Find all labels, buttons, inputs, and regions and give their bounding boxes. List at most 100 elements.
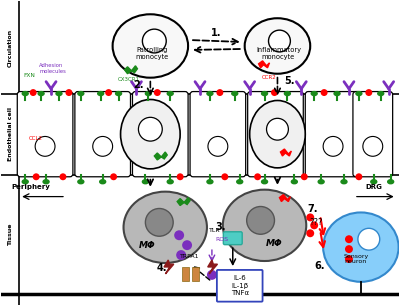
Text: 5.: 5.: [284, 76, 295, 86]
Text: FXN: FXN: [23, 73, 35, 78]
Polygon shape: [154, 152, 167, 160]
Ellipse shape: [356, 91, 362, 95]
Circle shape: [110, 173, 117, 180]
Text: CCL2: CCL2: [29, 136, 43, 141]
Circle shape: [345, 235, 353, 243]
Text: MΦ: MΦ: [139, 241, 156, 250]
Ellipse shape: [291, 180, 297, 184]
Ellipse shape: [334, 91, 340, 95]
FancyBboxPatch shape: [190, 91, 246, 177]
Circle shape: [306, 229, 314, 237]
Circle shape: [174, 230, 184, 240]
Polygon shape: [258, 61, 270, 68]
Ellipse shape: [145, 91, 151, 95]
Circle shape: [150, 136, 170, 156]
Polygon shape: [124, 66, 138, 74]
Circle shape: [247, 207, 274, 234]
Ellipse shape: [113, 14, 188, 78]
Ellipse shape: [98, 91, 104, 95]
Circle shape: [93, 136, 113, 156]
FancyBboxPatch shape: [17, 91, 73, 177]
Ellipse shape: [116, 91, 122, 95]
FancyBboxPatch shape: [248, 91, 303, 177]
Circle shape: [323, 136, 343, 156]
Ellipse shape: [56, 91, 62, 95]
Text: ROS: ROS: [215, 237, 228, 242]
Circle shape: [60, 173, 66, 180]
Text: IL-6
IL-1β
TNFα: IL-6 IL-1β TNFα: [231, 275, 249, 296]
Ellipse shape: [250, 100, 305, 168]
Text: TLR: TLR: [209, 228, 221, 233]
Polygon shape: [164, 260, 174, 274]
Circle shape: [30, 89, 37, 96]
Circle shape: [363, 136, 383, 156]
Circle shape: [176, 250, 186, 260]
Text: Adhesion
molecules: Adhesion molecules: [39, 63, 66, 74]
Circle shape: [105, 89, 112, 96]
Circle shape: [271, 89, 278, 96]
Text: ???: ???: [310, 218, 323, 227]
Ellipse shape: [388, 180, 394, 184]
Circle shape: [268, 30, 290, 52]
FancyBboxPatch shape: [132, 91, 188, 177]
Circle shape: [35, 136, 55, 156]
Circle shape: [301, 173, 308, 180]
Ellipse shape: [341, 180, 347, 184]
Ellipse shape: [120, 99, 180, 169]
Text: MΦ: MΦ: [266, 239, 283, 248]
Circle shape: [254, 173, 261, 180]
Text: 7.: 7.: [308, 204, 318, 215]
Text: 1.: 1.: [211, 28, 222, 38]
Ellipse shape: [22, 91, 28, 95]
Text: TRPA1: TRPA1: [180, 254, 200, 259]
Polygon shape: [280, 149, 291, 156]
Bar: [182, 267, 189, 281]
Polygon shape: [177, 198, 190, 206]
Ellipse shape: [371, 180, 377, 184]
Ellipse shape: [378, 91, 384, 95]
Circle shape: [216, 89, 223, 96]
FancyBboxPatch shape: [353, 91, 393, 177]
Text: Endothelial cell: Endothelial cell: [8, 107, 13, 161]
FancyBboxPatch shape: [223, 232, 242, 245]
Circle shape: [356, 173, 362, 180]
Text: 3.: 3.: [215, 222, 225, 232]
Circle shape: [345, 255, 353, 263]
Circle shape: [154, 89, 161, 96]
Ellipse shape: [311, 91, 317, 95]
Circle shape: [177, 173, 184, 180]
Ellipse shape: [78, 180, 84, 184]
Circle shape: [208, 136, 228, 156]
Circle shape: [221, 173, 228, 180]
Ellipse shape: [22, 180, 28, 184]
Text: 6.: 6.: [314, 261, 325, 271]
Ellipse shape: [223, 190, 306, 261]
Ellipse shape: [142, 180, 148, 184]
FancyBboxPatch shape: [75, 91, 130, 177]
FancyBboxPatch shape: [305, 91, 361, 177]
Ellipse shape: [78, 91, 84, 95]
Text: Patrolling
monocyte: Patrolling monocyte: [136, 47, 169, 60]
Text: Sensory
neuron: Sensory neuron: [343, 254, 368, 264]
Ellipse shape: [38, 91, 44, 95]
Ellipse shape: [284, 91, 290, 95]
Circle shape: [266, 136, 286, 156]
Polygon shape: [208, 260, 218, 274]
Ellipse shape: [245, 18, 310, 74]
FancyBboxPatch shape: [217, 270, 262, 302]
Ellipse shape: [207, 91, 213, 95]
Circle shape: [266, 118, 288, 140]
Text: 4.: 4.: [157, 263, 168, 273]
Ellipse shape: [167, 180, 173, 184]
Ellipse shape: [124, 192, 207, 263]
Circle shape: [145, 208, 173, 236]
Circle shape: [182, 240, 192, 250]
Ellipse shape: [262, 180, 268, 184]
Text: Circulation: Circulation: [8, 28, 13, 66]
Ellipse shape: [323, 212, 399, 282]
Text: Tissue: Tissue: [8, 223, 13, 245]
Polygon shape: [280, 195, 290, 202]
Text: Periphery: Periphery: [12, 184, 51, 190]
Circle shape: [345, 245, 353, 253]
Circle shape: [66, 89, 72, 96]
